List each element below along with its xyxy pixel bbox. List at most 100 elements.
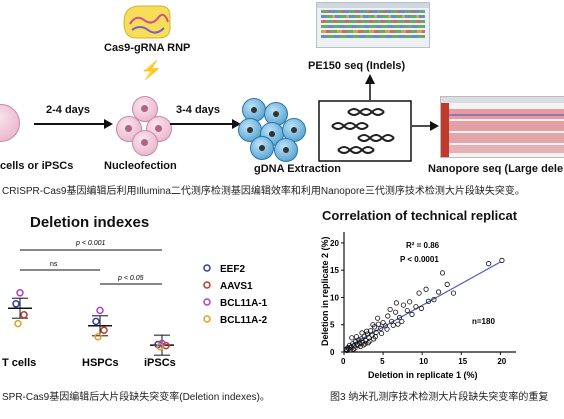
scatter-point [344,347,350,353]
legend-marker [203,281,211,289]
scatter-point [349,335,355,341]
gdna-label: gDNA Extraction [254,163,341,175]
scatter-point [436,289,442,295]
scatter-point [418,305,425,311]
scatter-point [367,338,373,344]
rnp-label: Cas9-gRNA RNP [104,42,191,54]
scatter-point [375,315,381,321]
correlation-chart-title: Correlation of technical replicat [322,208,518,223]
rnp-complex-icon [123,5,171,39]
legend-marker [203,264,211,272]
x-tick-label: T cells [2,357,36,369]
legend-label: AAVS1 [220,281,253,292]
data-point [20,311,28,319]
scatter-point [367,328,374,334]
scatter-point [450,290,457,296]
x-tick-label: HSPCs [82,357,119,369]
p-value-label: P < 0.0001 [400,255,439,264]
deletion-caption: SPR-Cas9基因编辑后大片段缺失突变率(Deletion indexes)。 [2,392,270,403]
scatter-point [370,322,376,328]
sig-label-2: ns [50,261,58,268]
scatter-point [380,319,386,326]
scatter-point [499,257,505,263]
scatter-point [404,307,410,314]
x-tick-label: 5 [380,357,385,366]
arrow-right-icon [34,119,113,129]
scatter-point [387,306,393,313]
scatter-point [439,270,446,276]
scatter-point [378,330,385,337]
input-cell [0,104,20,142]
scatter-point [407,299,413,305]
x-tick-label: 15 [458,357,467,366]
scatter-point [375,321,382,327]
y-axis-label: Deletion in replicate 2 (%) [320,236,330,346]
legend-marker [203,298,211,306]
dna-strands-box [318,100,412,162]
legend-label: BCL11A-1 [220,298,268,309]
scatter-point [384,326,390,332]
scatter-point [371,336,377,342]
data-point [92,317,100,326]
scatter-point [444,281,450,287]
y-tick-label: 0 [330,348,335,357]
nanopore-label: Nanopore seq (Large dele [428,163,564,175]
y-tick-label: 5 [330,321,335,330]
y-tick-label: 20 [330,239,339,248]
sig-label-3: p < 0.05 [117,275,144,282]
scatter-point [360,342,367,348]
scatter-point [395,321,401,327]
pe150-label: PE150 seq (Indels) [308,60,406,72]
x-tick-label: 20 [497,357,506,366]
edited-cells [238,98,308,162]
pe150-alignment-image [316,2,430,48]
lightning-icon: ⚡ [140,60,163,80]
scatter-point [423,286,429,292]
data-point [96,306,104,315]
scatter-point [378,325,384,332]
scatter-point [400,302,407,308]
scatter-point [365,340,371,346]
correlation-scatter-chart: 0 5 10 15 20 0 5 10 15 20 Deletion in replicate 1 … [320,232,516,380]
y-tick-label: 10 [330,293,339,302]
data-point [14,319,22,328]
scatter-point [413,304,419,310]
workflow-panel: Cas9-gRNA RNP ⚡ cells or iPSCs 2-4 days … [0,0,564,200]
sig-label-1: p < 0.001 [75,240,105,247]
data-point [156,342,164,351]
x-tick-label: 10 [419,357,428,366]
scatter-point [347,347,353,353]
scatter-point [390,322,396,328]
scatter-point [425,298,432,304]
r2-label: R² = 0.86 [406,241,440,250]
n-label: n=180 [472,317,495,326]
nucleofection-label: Nucleofection [104,160,177,172]
deletion-chart-title: Deletion indexes [30,214,150,231]
nanopore-coverage-image [440,96,564,158]
legend-label: BCL11A-2 [220,315,268,326]
step2-days: 3-4 days [176,104,221,116]
scatter-point [431,297,437,303]
data-point [94,333,102,341]
workflow-caption: CRISPR-Cas9基因编辑后利用Illumina二代测序检测基因编辑效率和利… [2,186,525,197]
data-point [100,326,108,334]
scatter-point [393,300,399,306]
correlation-caption: 图3 纳米孔测序技术检测大片段缺失突变率的重复 [330,392,549,403]
data-point [16,289,24,297]
step1-days: 2-4 days [46,104,91,116]
regression-line [343,261,501,350]
data-point [12,300,20,308]
scatter-point [393,309,399,315]
deletion-indexes-chart: p < 0.001 ns p < 0.05 T cells HSPCs iPSCs … [2,240,268,369]
scatter-point [416,290,422,296]
legend-marker [203,315,211,323]
scatter-point [343,346,349,352]
input-label: cells or iPSCs [0,160,74,172]
y-tick-label: 15 [330,266,339,275]
x-tick-label: iPSCs [144,357,176,369]
arrow-right-icon [170,119,241,129]
x-tick-label: 0 [341,357,346,366]
nucleofection-cells [116,96,180,156]
scatter-point [359,330,365,336]
scatter-point [399,318,405,325]
